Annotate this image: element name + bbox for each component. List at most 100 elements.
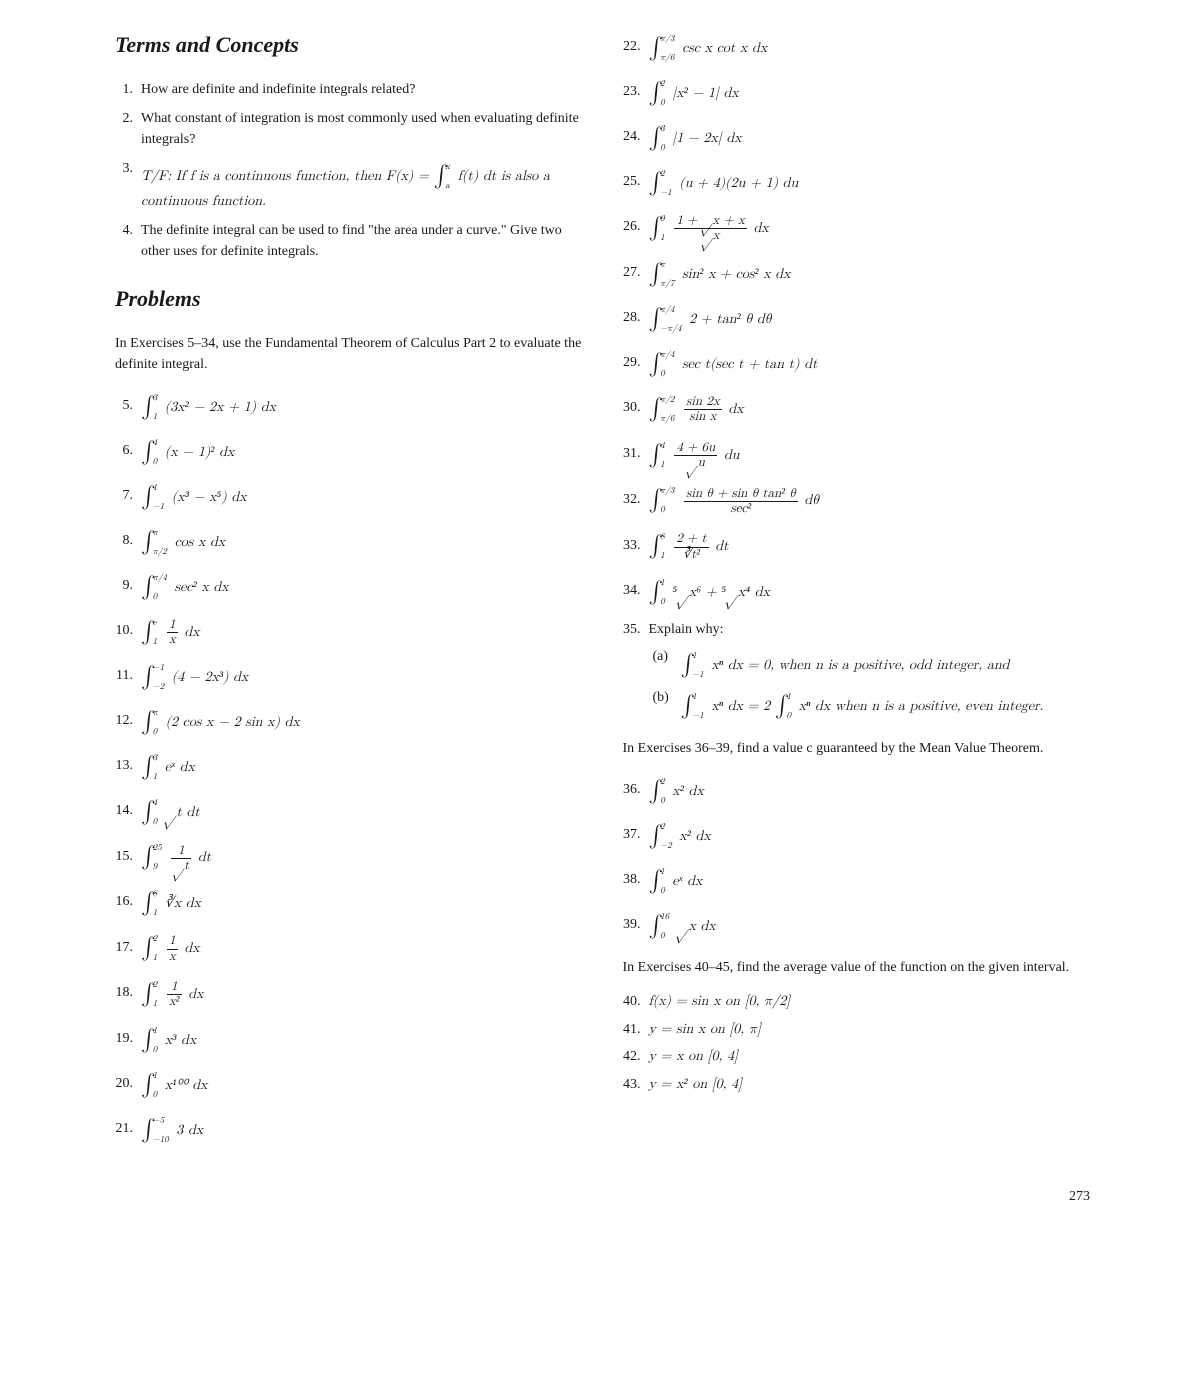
integral-expression: ∫1−1 (x³ − x⁵) dx: [141, 479, 583, 512]
problem-item: 28.∫π/4−π/4 2 + tan² θ dθ: [623, 301, 1091, 334]
right-column: 22.∫π/3π/6 csc x cot x dx23.∫20 |x² − 1|…: [623, 30, 1091, 1157]
item-number: 3.: [115, 158, 141, 212]
item-number: 9.: [115, 575, 141, 596]
item-number: 34.: [623, 580, 649, 601]
integral-expression: ∫−5−10 3 dx: [141, 1112, 583, 1145]
item-number: 17.: [115, 937, 141, 958]
item-text: y = x² on [0, 4]: [649, 1075, 743, 1095]
integral-expression: ∫π0 (2 cos x − 2 sin x) dx: [141, 704, 583, 737]
item-text: The definite integral can be used to fin…: [141, 220, 583, 262]
problem-item: 13.∫31 eˣ dx: [115, 749, 583, 782]
problem-item: 39.∫160 √x dx: [623, 908, 1091, 941]
item-text: How are definite and indefinite integral…: [141, 79, 583, 100]
integral-expression: ∫−1−2 (4 − 2x³) dx: [141, 659, 583, 692]
problem-item: 36.∫20 x² dx: [623, 773, 1091, 806]
heading-problems: Problems: [115, 284, 583, 315]
integral-expression: ∫π/4−π/4 2 + tan² θ dθ: [649, 301, 1091, 334]
integral-expression: ∫160 √x dx: [649, 908, 1091, 941]
problem-item: 38.∫10 eˣ dx: [623, 863, 1091, 896]
heading-terms: Terms and Concepts: [115, 30, 583, 61]
integral-expression: ∫21 1x dx: [141, 930, 583, 964]
problem-item: 7.∫1−1 (x³ − x⁵) dx: [115, 479, 583, 512]
sub-label: (b): [653, 687, 681, 722]
integral-expression: ∫91 1 + √x + x√x dx: [649, 210, 1091, 244]
problem-item: 20.∫10 x¹⁰⁰ dx: [115, 1067, 583, 1100]
integral-expression: ∫π/3π/6 csc x cot x dx: [649, 30, 1091, 63]
item-number: 19.: [115, 1028, 141, 1049]
item-text: y = sin x on [0, π]: [649, 1020, 761, 1040]
problem-item: 17.∫21 1x dx: [115, 930, 583, 964]
item-text: Explain why:: [649, 619, 1091, 640]
item-number: 18.: [115, 982, 141, 1003]
problems-40-45: 40.f(x) = sin x on [0, π/2]41.y = sin x …: [623, 992, 1091, 1094]
item-number: 27.: [623, 262, 649, 283]
item-number: 30.: [623, 397, 649, 418]
problem-item: 33.∫81 2 + t∛t² dt: [623, 528, 1091, 562]
instructions-36-39: In Exercises 36–39, find a value c guara…: [623, 738, 1091, 759]
problem-item: 30.∫π/2π/6 sin 2xsin x dx: [623, 391, 1091, 425]
item-number: 31.: [623, 443, 649, 464]
problem-item: 32.∫π/30 sin θ + sin θ tan² θsec² dθ: [623, 482, 1091, 516]
integral-expression: ∫2−2 x² dx: [649, 818, 1091, 851]
integral-expression: ∫10 ⁵√x⁶ + ⁵√x⁴ dx: [649, 574, 1091, 607]
integral-expression: ∫259 1√t dt: [141, 839, 583, 873]
integral-expression: ∫20 |x² − 1| dx: [649, 75, 1091, 108]
item-number: 25.: [623, 171, 649, 192]
left-column: Terms and Concepts 1. How are definite a…: [115, 30, 583, 1157]
integral-expression: ∫30 |1 − 2x| dx: [649, 120, 1091, 153]
problem-item: 29.∫π/40 sec t(sec t + tan t) dt: [623, 346, 1091, 379]
problems-left: 5.∫31 (3x² − 2x + 1) dx6.∫40 (x − 1)² dx…: [115, 389, 583, 1145]
page-content: Terms and Concepts 1. How are definite a…: [115, 30, 1090, 1157]
problem-item: 16.∫81 ∛x dx: [115, 885, 583, 918]
integral-expression: ∫10 x³ dx: [141, 1022, 583, 1055]
instructions-5-34: In Exercises 5–34, use the Fundamental T…: [115, 333, 583, 375]
problem-35: 35. Explain why: (a) ∫1−1 xⁿ dx = 0, whe…: [623, 619, 1091, 722]
item-number: 11.: [115, 665, 141, 686]
item-number: 14.: [115, 800, 141, 821]
problems-right: 22.∫π/3π/6 csc x cot x dx23.∫20 |x² − 1|…: [623, 30, 1091, 607]
problem-item: 25.∫2−1 (u + 4)(2u + 1) du: [623, 165, 1091, 198]
item-text: y = x on [0, 4]: [649, 1047, 738, 1067]
problem-item: 10.∫e1 1x dx: [115, 614, 583, 648]
instructions-40-45: In Exercises 40–45, find the average val…: [623, 957, 1091, 978]
item-number: 36.: [623, 779, 649, 800]
problem-item: 8.∫ππ/2 cos x dx: [115, 524, 583, 557]
sub-item-b: (b) ∫1−1 xⁿ dx = 2 ∫10 xⁿ dx when n is a…: [653, 687, 1091, 722]
integral-expression: ∫20 x² dx: [649, 773, 1091, 806]
item-text: T/F: If f is a continuous function, then…: [141, 158, 583, 212]
problem-item: 14.∫40 √t dt: [115, 794, 583, 827]
item-number: 6.: [115, 440, 141, 461]
item-number: 35.: [623, 619, 649, 640]
integral-expression: ∫2−1 (u + 4)(2u + 1) du: [649, 165, 1091, 198]
item-number: 20.: [115, 1073, 141, 1094]
item-number: 38.: [623, 869, 649, 890]
item-number: 28.: [623, 307, 649, 328]
integral-expression: ∫40 (x − 1)² dx: [141, 434, 583, 467]
problem-item: 37.∫2−2 x² dx: [623, 818, 1091, 851]
integral-expression: ∫e1 1x dx: [141, 614, 583, 648]
item-text: f(x) = sin x on [0, π/2]: [649, 992, 791, 1012]
item-number: 2.: [115, 108, 141, 150]
concept-item: 1. How are definite and indefinite integ…: [115, 79, 583, 100]
concept-item: 2. What constant of integration is most …: [115, 108, 583, 150]
problem-item: 23.∫20 |x² − 1| dx: [623, 75, 1091, 108]
item-number: 24.: [623, 126, 649, 147]
problem-item: 43.y = x² on [0, 4]: [623, 1075, 1091, 1095]
problem-item: 11.∫−1−2 (4 − 2x³) dx: [115, 659, 583, 692]
integral-expression: ∫31 (3x² − 2x + 1) dx: [141, 389, 583, 422]
integral-expression: ∫10 eˣ dx: [649, 863, 1091, 896]
problem-item: 42.y = x on [0, 4]: [623, 1047, 1091, 1067]
problem-item: 9.∫π/40 sec² x dx: [115, 569, 583, 602]
sub-item-a: (a) ∫1−1 xⁿ dx = 0, when n is a positive…: [653, 646, 1091, 681]
integral-expression: ∫40 √t dt: [141, 794, 583, 827]
sub-label: (a): [653, 646, 681, 681]
item-number: 21.: [115, 1118, 141, 1139]
item-number: 16.: [115, 891, 141, 912]
item-number: 33.: [623, 535, 649, 556]
integral-expression: ∫21 1x² dx: [141, 976, 583, 1010]
item-number: 42.: [623, 1047, 649, 1067]
item-number: 26.: [623, 216, 649, 237]
problem-item: 34.∫10 ⁵√x⁶ + ⁵√x⁴ dx: [623, 574, 1091, 607]
page-number: 273: [115, 1187, 1090, 1207]
integral-expression: ∫41 4 + 6u√u du: [649, 437, 1091, 471]
